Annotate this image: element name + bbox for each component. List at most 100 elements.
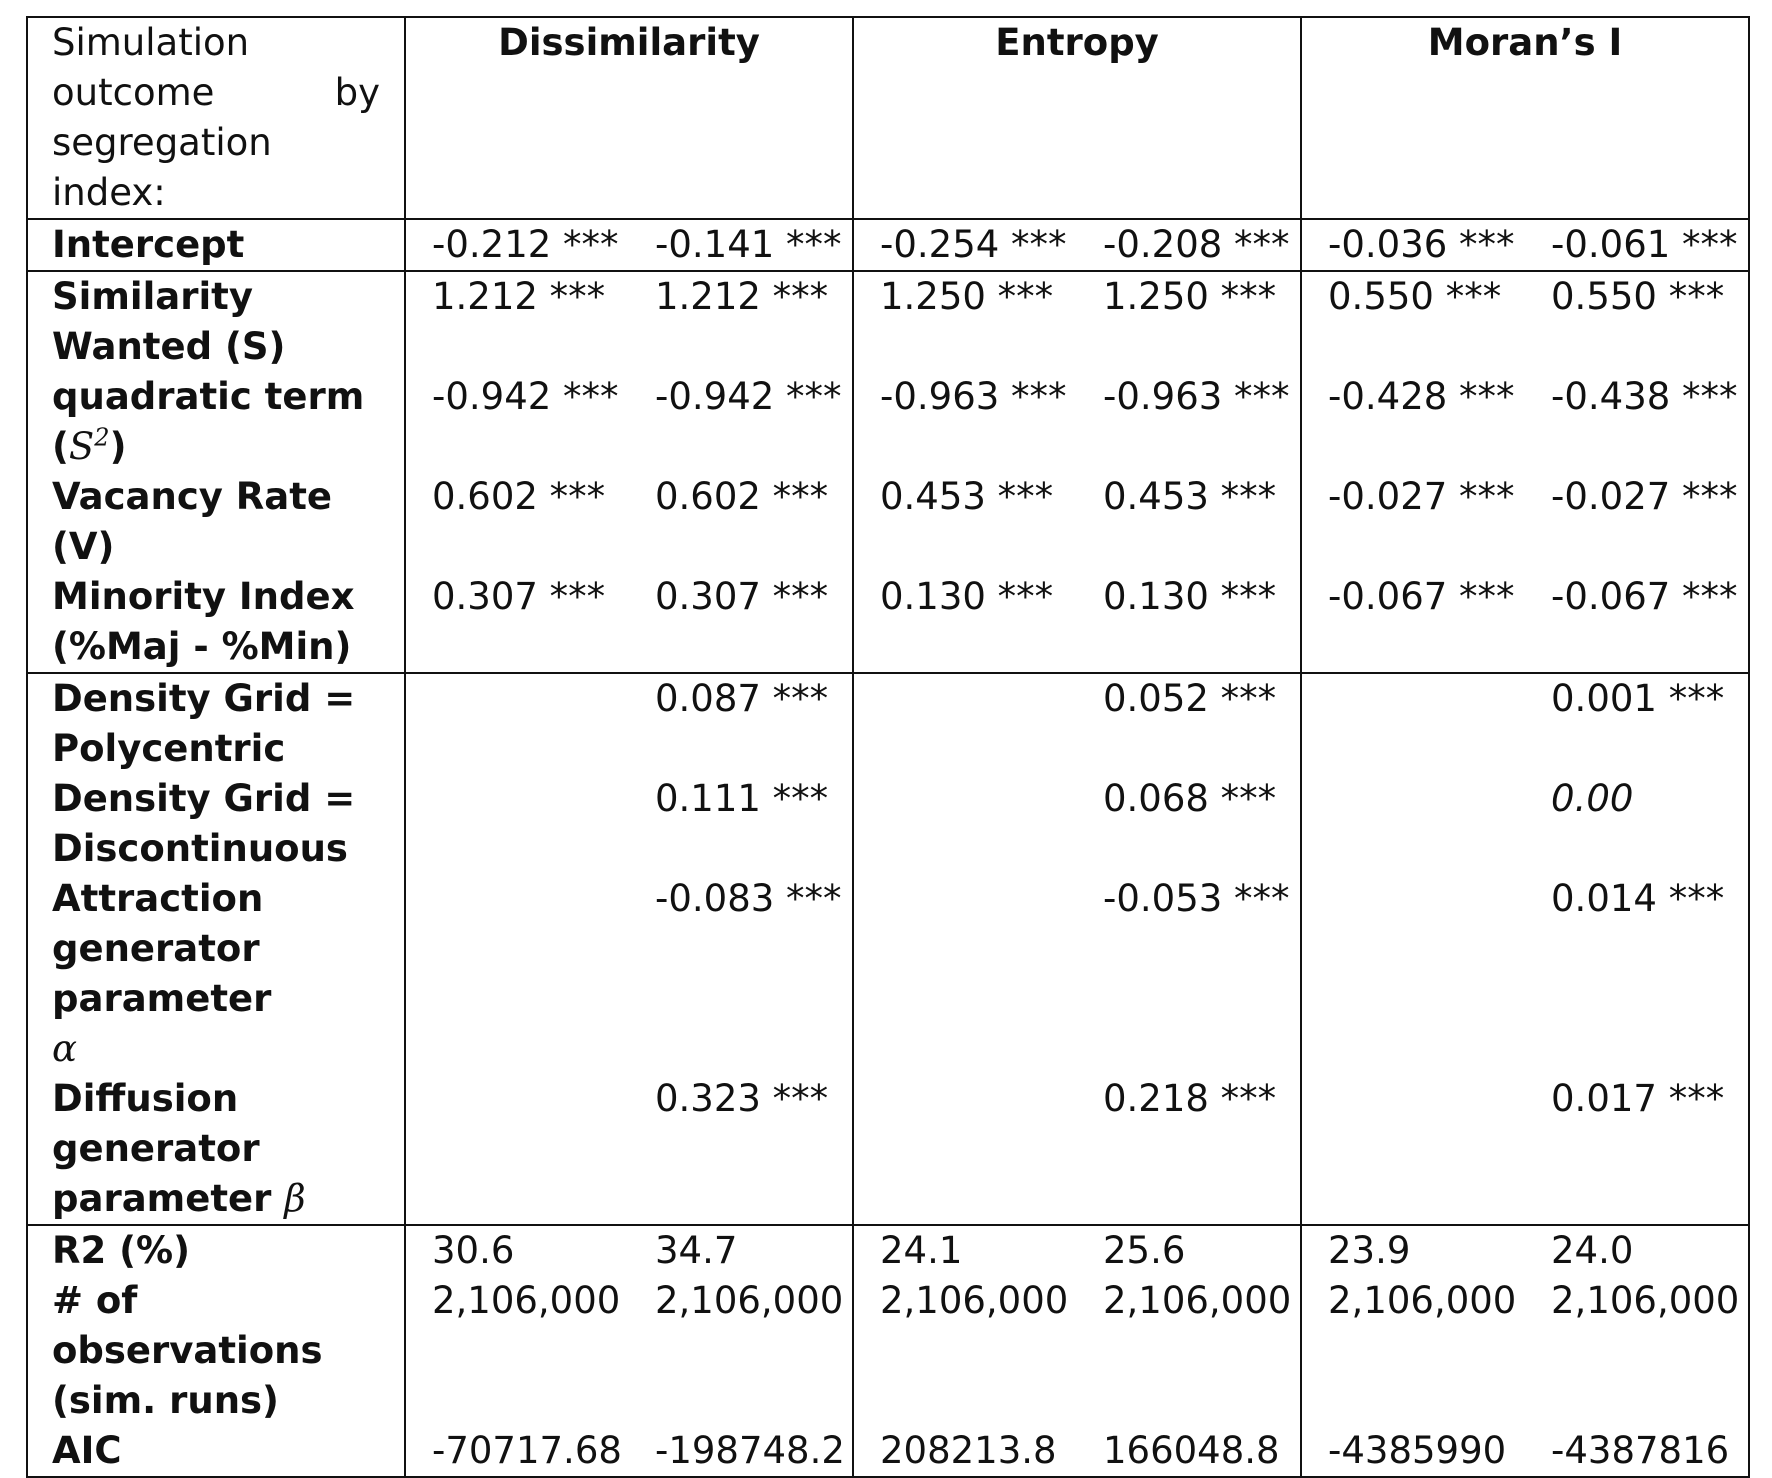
cell: 0.453 *** [1077,472,1303,572]
cell [405,672,629,774]
cell: 2,106,000 [880,1279,1069,1322]
cell: -0.208 *** [1077,218,1303,271]
table-row: quadratic term (S2) -0.942 *** -0.942 **… [27,372,1751,472]
table-row: Minority Index (%Maj - %Min) 0.307 *** 0… [27,572,1751,673]
row-label: R2 (%) [27,1224,406,1276]
cell: 1.250 *** [1077,270,1303,372]
row-label: Density Grid = Polycentric [27,672,406,774]
table-row: Density Grid = Polycentric 0.087 *** 0.0… [27,672,1751,774]
row-label-text: quadratic term ( [52,375,365,468]
cell [1301,672,1526,774]
cell: 0.550 *** [1525,270,1751,372]
cell [1301,874,1525,1074]
cell: 0.130 *** [1077,572,1303,673]
table-row: Vacancy Rate (V) 0.602 *** 0.602 *** 0.4… [27,472,1751,572]
cell: -0.438 *** [1525,372,1751,472]
cell: -0.141 *** [629,218,854,271]
table-row: Intercept -0.212 *** -0.141 *** -0.254 *… [27,218,1751,271]
cell: 208213.8 [880,1429,1057,1472]
cell: -0.254 *** [853,218,1077,271]
math-symbol: β [284,1177,306,1220]
cell: -0.212 *** [405,218,629,271]
table-row: R2 (%) 30.6 34.7 24.1 25.6 23.9 24.0 [27,1224,1751,1276]
cell: -0.942 *** [629,372,854,472]
row-label: Attraction generator parameter α [27,874,406,1074]
cell: -0.053 *** [1077,874,1303,1074]
cell [853,1074,1077,1225]
cell [1301,1074,1525,1225]
cell: 1.250 *** [853,270,1077,372]
math-symbol: α [52,1027,77,1070]
cell: -0.942 *** [432,375,619,418]
table-row: Diffusion generator parameter β 0.323 **… [27,1074,1751,1225]
row-label: quadratic term (S2) [27,372,406,472]
cell: 0.130 *** [880,575,1054,618]
cell: 0.218 *** [1077,1074,1303,1225]
cell: 24.1 [853,1224,1077,1276]
cell: 0.307 *** [432,575,606,618]
cell: 0.087 *** [629,672,854,774]
cell: 0.602 *** [432,475,606,518]
cell: -0.963 *** [1077,372,1303,472]
cell: 0.323 *** [629,1074,854,1225]
cell: 23.9 [1301,1224,1526,1276]
cell: -0.083 *** [629,874,854,1074]
cell: 0.00 [1525,774,1751,874]
cell [853,774,1077,874]
math-symbol: S [68,425,95,468]
cell [405,1074,629,1225]
cell: 0.550 *** [1301,270,1526,372]
cell: 1.212 *** [405,270,629,372]
row-label: # of observations (sim. runs) [27,1276,406,1426]
cell: 24.0 [1525,1224,1751,1276]
row-label-text: Attraction generator parameter [52,877,272,1020]
group-header-morans-i: Moran’s I [1301,17,1751,219]
table-row: Attraction generator parameter α -0.083 *… [27,874,1751,1074]
cell: -4387816 [1525,1426,1751,1477]
row-label: Intercept [27,218,406,271]
row-label-text: Diffusion generator parameter [52,1077,272,1220]
row-label: Similarity Wanted (S) [27,270,406,372]
cell: -4385990 [1328,1429,1507,1472]
row-label-tail: ) [109,425,127,468]
cell: 0.001 *** [1525,672,1751,774]
cell: -0.027 *** [1525,472,1751,572]
cell: -0.061 *** [1525,218,1751,271]
cell [853,874,1077,1074]
cell: 34.7 [629,1224,854,1276]
row-label: Diffusion generator parameter β [27,1074,406,1225]
superscript: 2 [94,423,110,452]
cell: 166048.8 [1077,1426,1303,1477]
header-label: Simulation outcome by segregation index: [27,17,406,219]
cell: 0.068 *** [1077,774,1303,874]
cell: 0.602 *** [629,472,854,572]
header-row: Simulation outcome by segregation index:… [27,17,1751,219]
table-row: Similarity Wanted (S) 1.212 *** 1.212 **… [27,270,1751,372]
group-header-entropy: Entropy [853,17,1303,219]
cell: 2,106,000 [1525,1276,1751,1426]
table-row: AIC -70717.68 -198748.2 208213.8 166048.… [27,1426,1751,1477]
cell: 0.453 *** [880,475,1054,518]
group-header-dissimilarity: Dissimilarity [405,17,854,219]
cell [405,874,629,1074]
cell: -70717.68 [432,1429,622,1472]
cell: 2,106,000 [1328,1279,1517,1322]
row-label: AIC [27,1426,406,1477]
cell: 2,106,000 [432,1279,621,1322]
regression-table: Simulation outcome by segregation index:… [26,16,1751,1478]
cell: -0.963 *** [880,375,1067,418]
row-label: Minority Index (%Maj - %Min) [27,572,406,673]
table-row: # of observations (sim. runs) 2,106,000 … [27,1276,1751,1426]
cell: 0.307 *** [629,572,854,673]
cell: -0.036 *** [1301,218,1526,271]
cell: -0.027 *** [1328,475,1515,518]
cell: -198748.2 [629,1426,854,1477]
cell: 0.017 *** [1525,1074,1751,1225]
results-table: Simulation outcome by segregation index:… [26,16,1751,1478]
cell [405,774,629,874]
cell: 2,106,000 [1077,1276,1303,1426]
row-label: Density Grid = Discontinuous [27,774,406,874]
cell: -0.428 *** [1328,375,1515,418]
cell: 1.212 *** [629,270,854,372]
cell: 25.6 [1077,1224,1303,1276]
